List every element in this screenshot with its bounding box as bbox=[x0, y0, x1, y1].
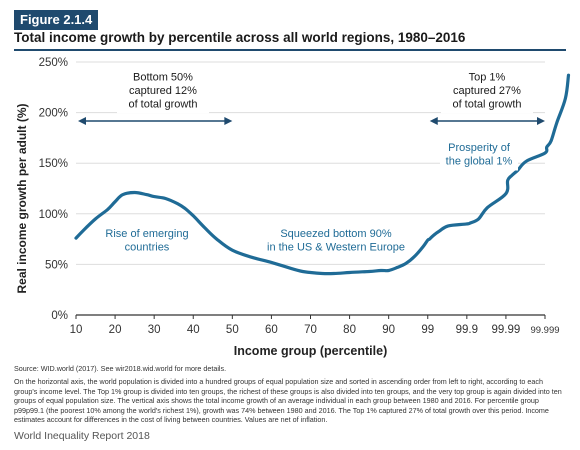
source-note: Source: WID.world (2017). See wir2018.wi… bbox=[14, 364, 227, 373]
y-tick-label: 150% bbox=[39, 158, 68, 170]
annotation-top-1-box bbox=[441, 66, 533, 114]
annotation-emerging-line: Rise of emerging bbox=[105, 228, 188, 240]
title-rule bbox=[14, 49, 566, 51]
annotation-prosperity-line: the global 1% bbox=[446, 156, 513, 168]
y-tick-label: 0% bbox=[51, 310, 68, 322]
annotation-emerging-line: countries bbox=[125, 242, 170, 254]
x-tick-label: 99.999 bbox=[530, 325, 559, 336]
annotation-squeezed-line: Squeezed bottom 90% bbox=[280, 228, 392, 240]
annotation-bottom-50-line: captured 12% bbox=[129, 85, 197, 97]
x-tick-label: 60 bbox=[265, 324, 278, 336]
annotation-top-1-line: of total growth bbox=[452, 98, 521, 110]
x-tick-label: 30 bbox=[148, 324, 161, 336]
growth-curve-line bbox=[74, 73, 571, 276]
x-tick-label: 50 bbox=[226, 324, 239, 336]
y-tick-label: 100% bbox=[39, 209, 68, 221]
annotation-squeezed-box bbox=[261, 223, 411, 257]
annotation-emerging-box bbox=[99, 223, 195, 257]
annotation-bottom-50-line: Bottom 50% bbox=[133, 71, 193, 83]
annotation-top-1-line: captured 27% bbox=[453, 85, 521, 97]
x-tick-label: 99 bbox=[421, 324, 434, 336]
chart-notes: On the horizontal axis, the world popula… bbox=[14, 377, 562, 425]
top-1-arrow-right-head bbox=[537, 117, 545, 125]
annotation-bottom-50-box bbox=[117, 66, 209, 114]
x-tick-label: 20 bbox=[109, 324, 122, 336]
top-1-arrow-left-head bbox=[429, 117, 438, 125]
annotation-prosperity-line: Prosperity of bbox=[448, 142, 511, 154]
x-tick-label: 99.9 bbox=[456, 324, 478, 336]
line-chart: 0% 50% 100% 150% 200% 250% 10 20 30 40 50 60 70 80 90 9… bbox=[15, 57, 571, 358]
chart-title: Total income growth by percentile across… bbox=[14, 30, 466, 45]
annotation-squeezed-line: in the US & Western Europe bbox=[267, 242, 405, 254]
y-tick-label: 50% bbox=[45, 259, 68, 271]
y-axis-title: Real income growth per adult (%) bbox=[15, 103, 29, 293]
annotation-bottom-50-line: of total growth bbox=[128, 98, 197, 110]
x-axis-title: Income group (percentile) bbox=[234, 344, 388, 358]
x-tick-label: 10 bbox=[70, 324, 83, 336]
y-tick-label: 250% bbox=[39, 57, 68, 69]
x-tick-label: 99.99 bbox=[492, 324, 521, 336]
x-tick-label: 80 bbox=[343, 324, 356, 336]
x-tick-label: 90 bbox=[382, 324, 395, 336]
annotation-prosperity-box bbox=[440, 137, 518, 171]
bottom-50-arrow-left-head bbox=[78, 117, 86, 125]
bottom-50-arrow-right-head bbox=[224, 117, 233, 125]
annotation-top-1-line: Top 1% bbox=[469, 71, 506, 83]
report-footer: World Inequality Report 2018 bbox=[14, 430, 150, 442]
figure-label: Figure 2.1.4 bbox=[14, 10, 99, 30]
x-tick-label: 40 bbox=[187, 324, 200, 336]
y-tick-label: 200% bbox=[39, 108, 68, 120]
x-tick-label: 70 bbox=[304, 324, 317, 336]
